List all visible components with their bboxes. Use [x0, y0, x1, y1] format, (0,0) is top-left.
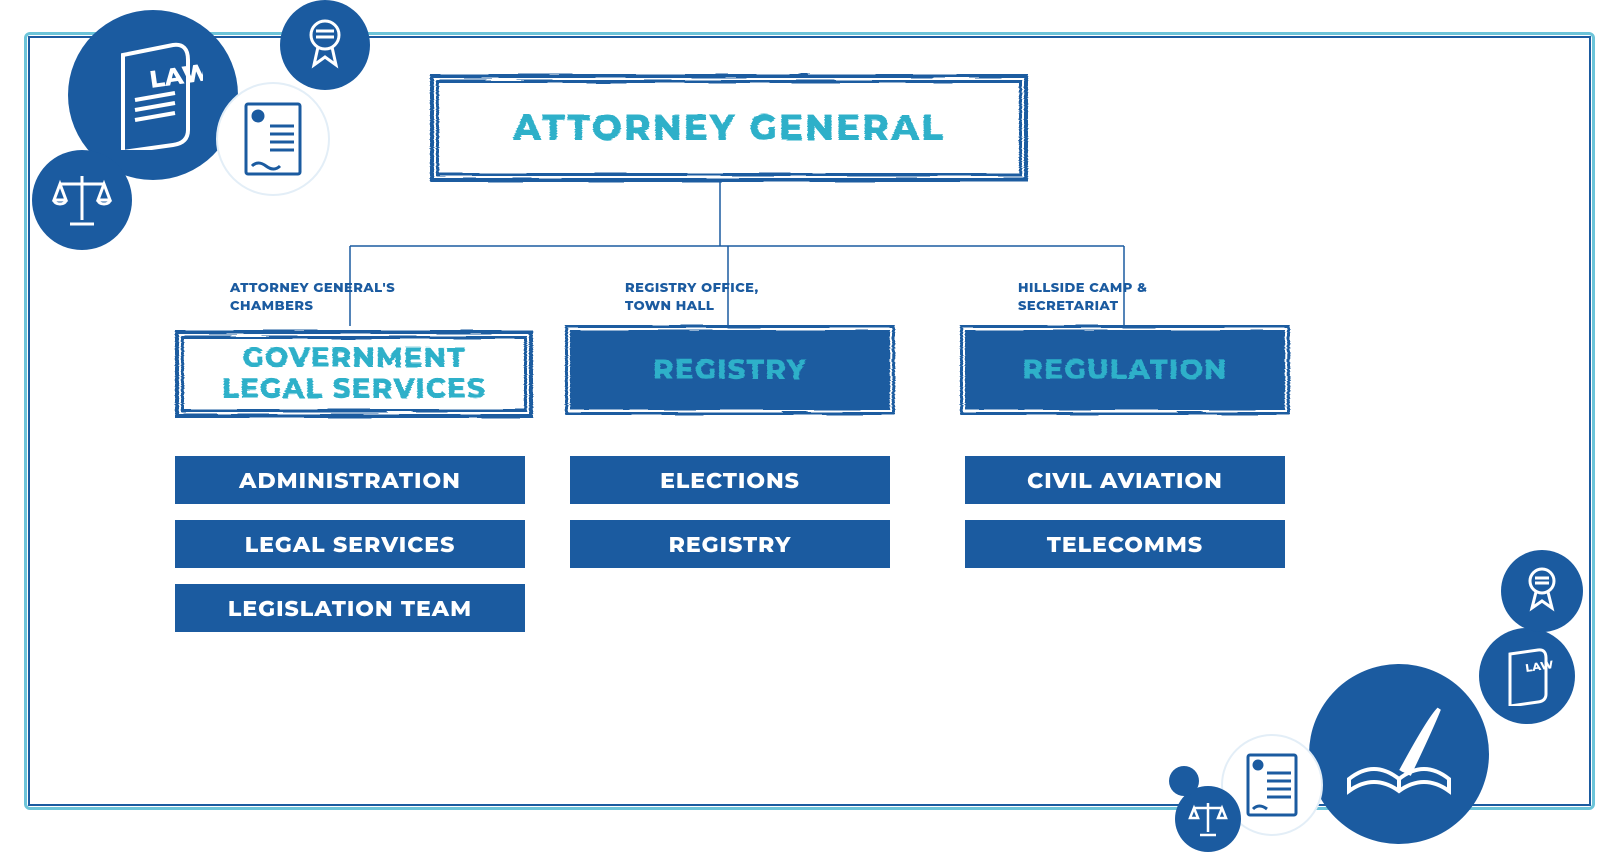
branch-node: REGULATION [965, 330, 1285, 410]
branch-location: ATTORNEY GENERAL'S CHAMBERS [230, 280, 395, 315]
branch-location: HILLSIDE CAMP & SECRETARIAT [1018, 280, 1147, 315]
leaf-node: TELECOMMS [965, 520, 1285, 568]
leaf-node: CIVIL AVIATION [965, 456, 1285, 504]
svg-text:LAW: LAW [1524, 657, 1554, 675]
ribbon-seal-icon [280, 0, 370, 90]
leaf-node: LEGAL SERVICES [175, 520, 525, 568]
branch-label: GOVERNMENTLEGAL SERVICES [179, 334, 529, 414]
document-icon [216, 82, 330, 196]
branch-label: REGULATION [965, 330, 1285, 410]
branch-location: REGISTRY OFFICE, TOWN HALL [625, 280, 759, 315]
leaf-node: ADMINISTRATION [175, 456, 525, 504]
open-book-quill-icon [1309, 664, 1489, 844]
leaf-node: ELECTIONS [570, 456, 890, 504]
law-book-small-icon: LAW [1479, 628, 1575, 724]
root-node: ATTORNEY GENERAL [430, 74, 1028, 182]
dot-icon [1169, 766, 1199, 796]
branch-node: REGISTRY [570, 330, 890, 410]
svg-text:LAW: LAW [148, 58, 203, 95]
branch-label: REGISTRY [570, 330, 890, 410]
scales-icon [32, 150, 132, 250]
root-label: ATTORNEY GENERAL [434, 78, 1024, 178]
leaf-node: LEGISLATION TEAM [175, 584, 525, 632]
branch-node: GOVERNMENTLEGAL SERVICES [175, 330, 533, 418]
leaf-node: REGISTRY [570, 520, 890, 568]
ribbon-seal-icon-2 [1501, 550, 1583, 632]
